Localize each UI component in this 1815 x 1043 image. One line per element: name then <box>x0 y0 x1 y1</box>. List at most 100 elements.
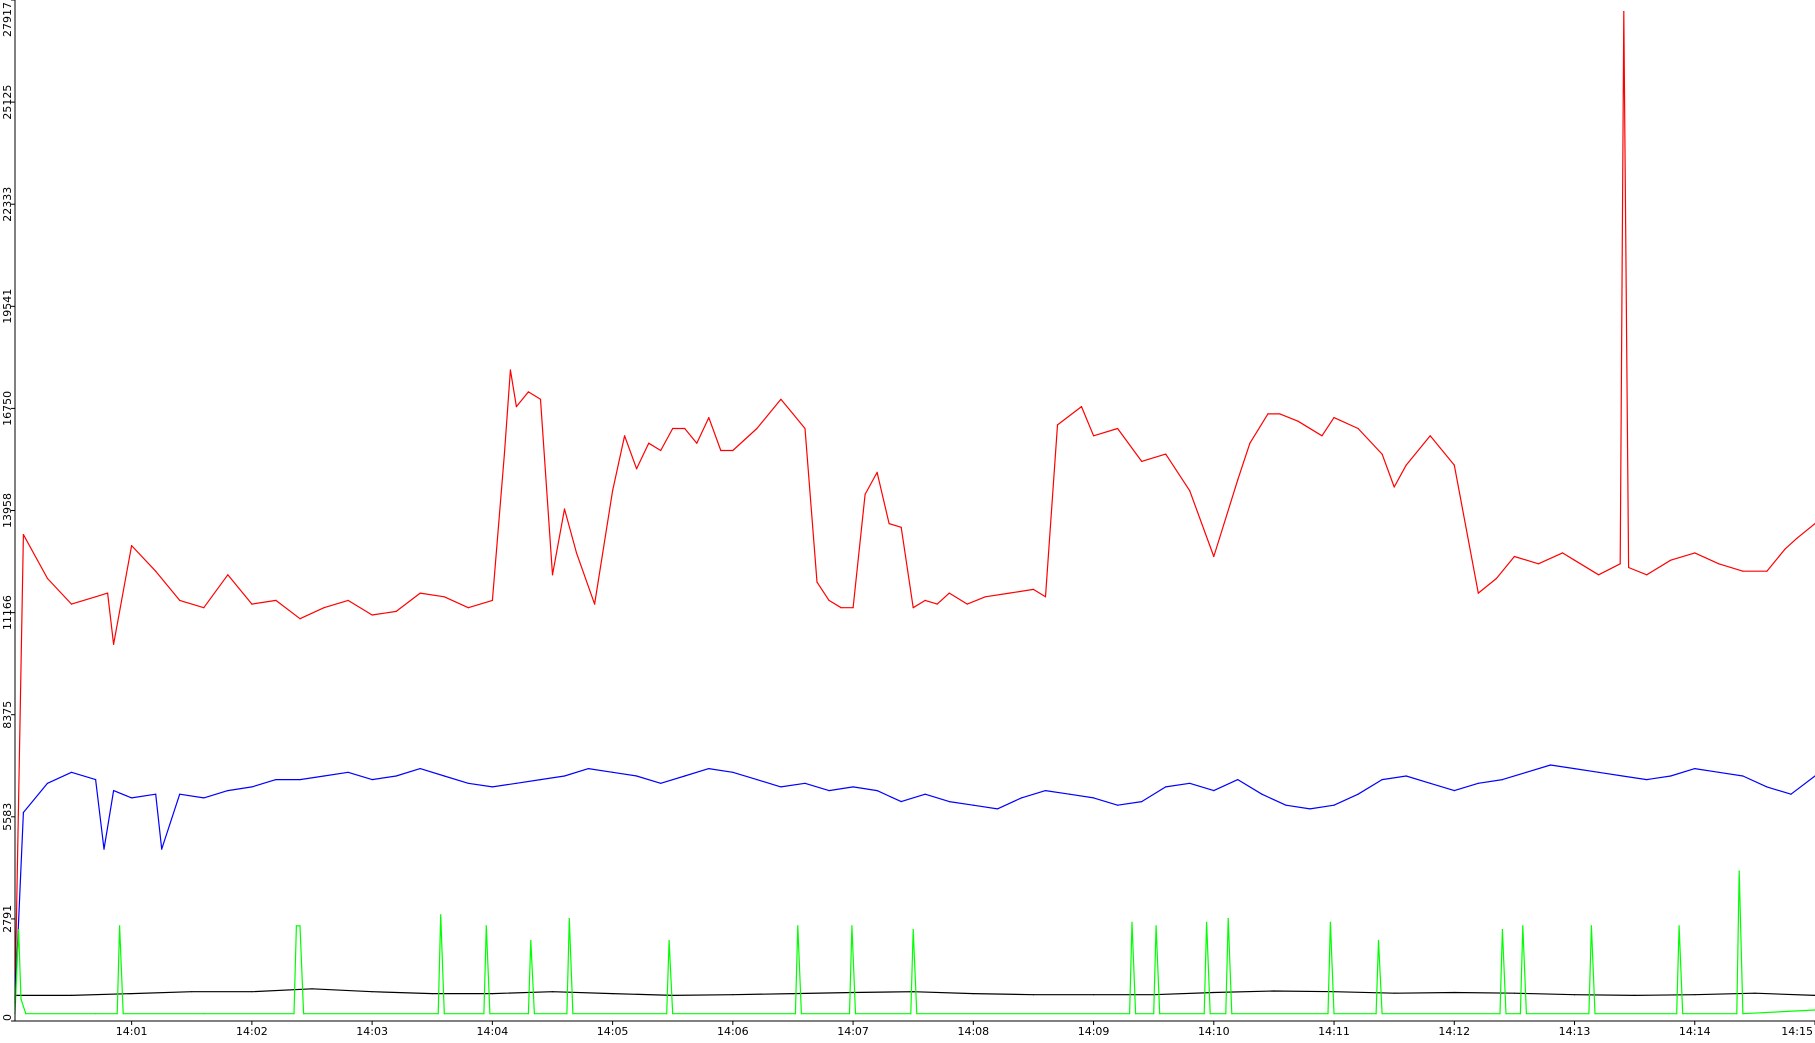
series-0-point <box>1393 486 1395 488</box>
series-1-point <box>1189 782 1191 784</box>
series-0-point <box>1694 552 1696 554</box>
series-0-point <box>1766 570 1768 572</box>
series-1-point <box>46 782 49 784</box>
series-0-point <box>1405 464 1407 466</box>
series-1-point <box>1453 790 1455 792</box>
series-1-point <box>1093 797 1095 799</box>
series-3-point <box>1738 870 1740 872</box>
series-1-point <box>323 775 325 777</box>
series-1-point <box>1670 775 1672 777</box>
series-1-point <box>996 808 999 810</box>
series-3-point <box>1327 1013 1329 1015</box>
series-3-point <box>851 925 853 927</box>
series-0-point <box>672 427 674 430</box>
series-1-point <box>732 771 734 773</box>
series-1-point <box>1622 775 1624 777</box>
x-tick-label: 14:04 <box>477 1025 509 1038</box>
series-1-point <box>131 797 133 799</box>
series-2-point <box>1213 991 1215 994</box>
series-0-point <box>1213 555 1215 558</box>
series-3-point <box>485 925 487 927</box>
x-tick-label: 14:12 <box>1438 1025 1470 1038</box>
y-tick-label: 13958 <box>1 493 14 528</box>
series-1-point <box>1477 782 1479 784</box>
series-0-point <box>1646 574 1648 576</box>
series-0-point <box>1056 424 1059 426</box>
series-0-point <box>966 603 968 605</box>
series-0-point <box>107 592 109 594</box>
series-0-point <box>1477 592 1479 594</box>
series-3-point <box>1227 918 1229 920</box>
series-3-point <box>1736 1013 1738 1015</box>
series-0-point <box>1561 552 1564 554</box>
series-0-point <box>1537 563 1539 565</box>
series-1-point <box>1117 804 1119 806</box>
series-2-point <box>311 988 313 990</box>
y-tick-label: 16750 <box>1 391 14 426</box>
series-0-point <box>1093 435 1095 437</box>
y-tick-label: 22333 <box>1 187 14 222</box>
series-3-point <box>848 1013 851 1015</box>
series-0 <box>14 11 1815 1000</box>
series-0-point <box>1080 406 1083 408</box>
series-1-point <box>203 797 205 799</box>
series-1-point <box>95 779 97 781</box>
series-3-point <box>1155 925 1157 927</box>
y-tick-label: 25125 <box>1 85 14 120</box>
series-0-point <box>1249 442 1251 444</box>
series-1-point <box>1357 793 1359 795</box>
x-tick-layer: 14:01 14:02 14:03 14:04 14:05 14:06 14:07 14:08… <box>116 1021 1815 1038</box>
series-2-point <box>431 993 433 995</box>
series-2-point <box>131 993 133 995</box>
series-1-point <box>419 768 421 770</box>
x-tick-label: 14:08 <box>957 1025 989 1038</box>
series-0-point <box>491 599 493 602</box>
series-0-point <box>323 607 325 609</box>
series-2-point <box>732 994 734 996</box>
series-3-point <box>1377 939 1380 942</box>
series-0-point <box>1453 464 1455 466</box>
series-1-point <box>179 793 181 795</box>
series-1-point <box>972 804 974 806</box>
series-3-point <box>1522 925 1524 927</box>
series-3-point <box>566 1013 568 1015</box>
series-0-point <box>227 574 229 576</box>
series-2-point <box>1694 994 1696 996</box>
series-3-point <box>530 939 532 942</box>
series-3-point <box>533 1013 536 1015</box>
series-3-point <box>95 1013 97 1015</box>
series-3-point <box>916 1013 918 1015</box>
series-2-point <box>912 991 914 993</box>
series-1-point <box>780 786 782 788</box>
series-1-point <box>1165 786 1167 788</box>
series-3-point <box>1742 1013 1744 1015</box>
y-tick-label: 27917 <box>1 2 14 37</box>
x-tick-label: 14:02 <box>236 1025 268 1038</box>
series-1-point <box>660 782 662 784</box>
series-1-point <box>227 790 229 792</box>
series-0-point <box>1321 435 1323 437</box>
series-0-point <box>624 435 626 437</box>
series-0-point <box>912 607 914 609</box>
series-0-point <box>1141 460 1143 462</box>
series-1-point <box>924 793 926 795</box>
series-0-point <box>876 471 878 473</box>
series-1-point <box>299 779 301 781</box>
series-1-point <box>275 779 277 781</box>
series-3-point <box>1678 925 1680 927</box>
series-0-point <box>299 618 301 620</box>
series-1-point <box>515 782 518 784</box>
x-tick-label: 14:15 <box>1781 1025 1813 1038</box>
y-tick-label: 2791 <box>1 905 14 933</box>
x-tick-label: 14:01 <box>116 1025 148 1038</box>
series-0-point <box>179 599 181 602</box>
series-2-point <box>1273 990 1275 992</box>
series-2-point <box>612 993 614 995</box>
y-tick-label: 8375 <box>1 701 14 729</box>
series-0-point <box>347 599 349 602</box>
series-0-point <box>780 398 782 400</box>
series-1-point <box>804 782 806 784</box>
series-0-point <box>720 449 722 452</box>
series-2-point <box>1513 992 1515 994</box>
series-3-point <box>1375 1013 1377 1015</box>
